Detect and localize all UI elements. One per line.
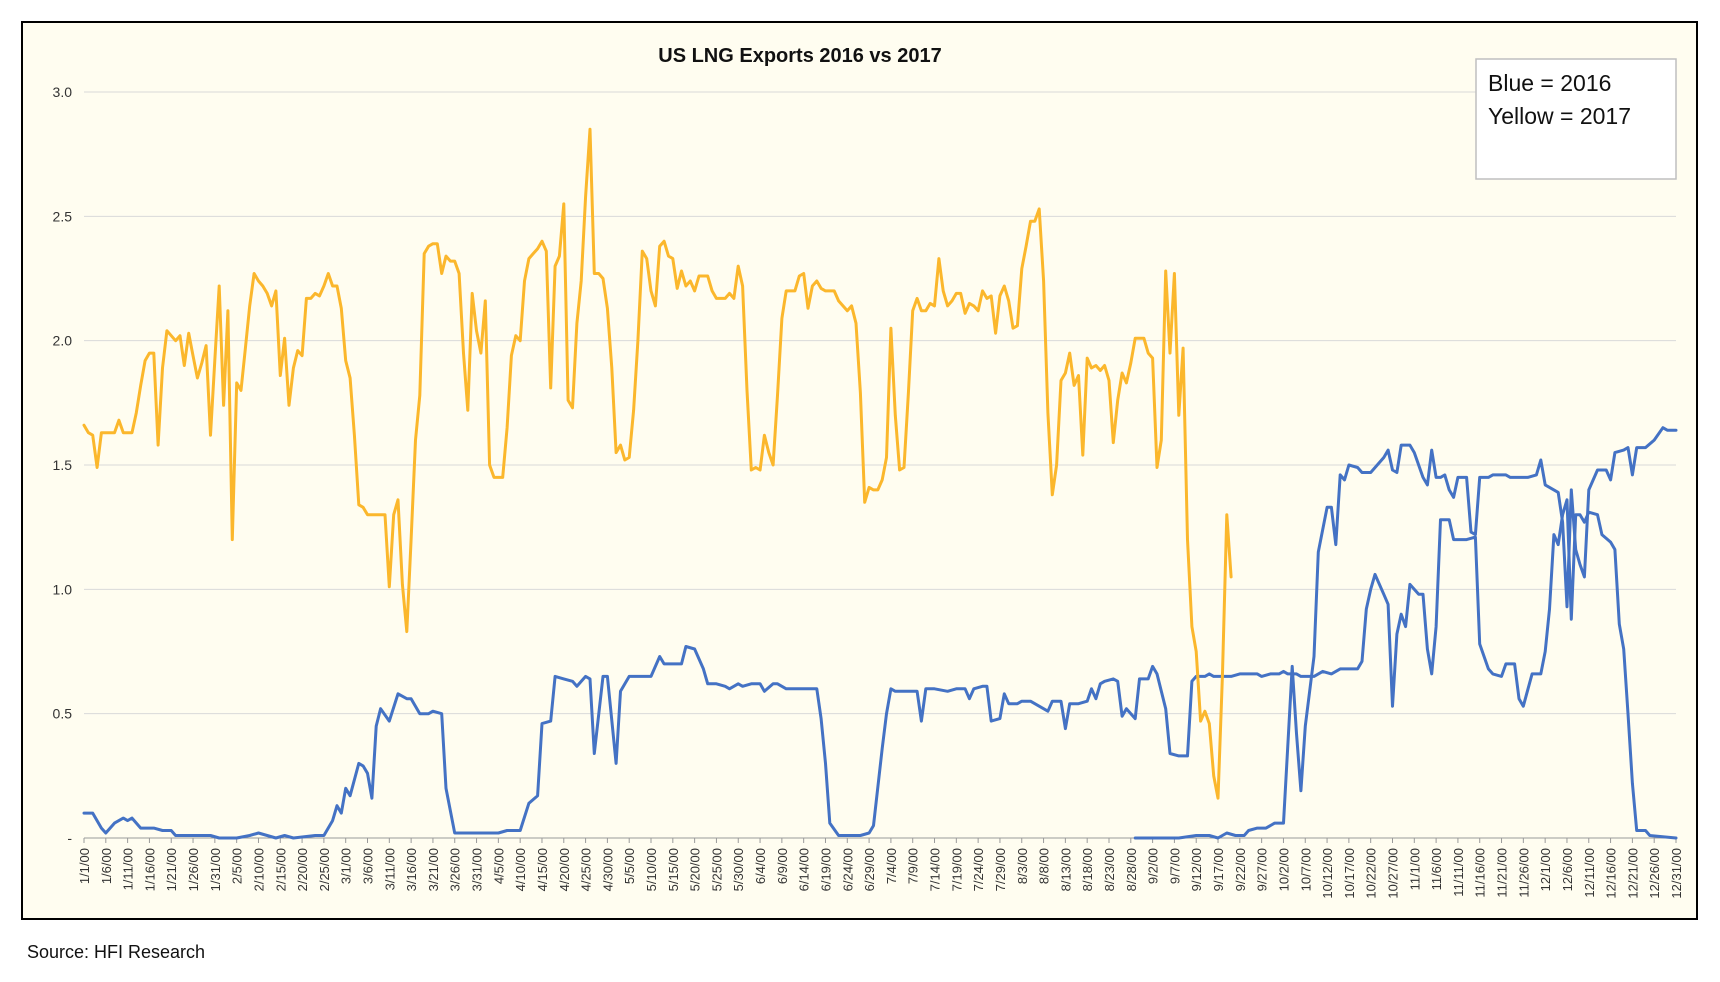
y-tick-label: - bbox=[67, 830, 72, 846]
x-tick-label: 7/29/00 bbox=[993, 848, 1008, 891]
x-tick-label: 1/26/00 bbox=[186, 848, 201, 891]
x-tick-label: 8/3/00 bbox=[1015, 848, 1030, 884]
x-tick-label: 8/13/00 bbox=[1058, 848, 1073, 891]
x-tick-label: 8/18/00 bbox=[1080, 848, 1095, 891]
x-tick-label: 12/6/00 bbox=[1560, 848, 1575, 891]
x-tick-label: 10/2/00 bbox=[1276, 848, 1291, 891]
x-tick-label: 9/2/00 bbox=[1146, 848, 1161, 884]
x-tick-label: 4/30/00 bbox=[600, 848, 615, 891]
y-tick-label: 3.0 bbox=[53, 84, 73, 100]
x-tick-label: 2/5/00 bbox=[230, 848, 245, 884]
x-tick-label: 5/5/00 bbox=[622, 848, 637, 884]
x-tick-label: 12/1/00 bbox=[1538, 848, 1553, 891]
x-tick-label: 11/21/00 bbox=[1495, 848, 1510, 898]
x-tick-label: 11/16/00 bbox=[1473, 848, 1488, 898]
x-tick-label: 7/14/00 bbox=[928, 848, 943, 891]
x-tick-label: 1/6/00 bbox=[99, 848, 114, 884]
chart-title: US LNG Exports 2016 vs 2017 bbox=[658, 45, 941, 67]
series-line-0 bbox=[82, 498, 1678, 840]
x-tick-label: 5/25/00 bbox=[709, 848, 724, 891]
x-tick-label: 6/4/00 bbox=[753, 848, 768, 884]
x-tick-label: 11/11/00 bbox=[1451, 848, 1466, 897]
series-lines bbox=[82, 127, 1678, 840]
x-tick-label: 3/21/00 bbox=[426, 848, 441, 891]
x-tick-label: 12/11/00 bbox=[1582, 848, 1597, 898]
legend: Blue = 2016 Yellow = 2017 bbox=[1475, 58, 1677, 180]
x-tick-label: 8/28/00 bbox=[1124, 848, 1139, 891]
series-line-1 bbox=[1133, 426, 1678, 840]
x-tick-label: 7/19/00 bbox=[949, 848, 964, 891]
x-tick-label: 4/25/00 bbox=[579, 848, 594, 891]
x-tick-label: 10/12/00 bbox=[1320, 848, 1335, 899]
x-tick-label: 6/9/00 bbox=[775, 848, 790, 884]
x-tick-label: 2/20/00 bbox=[295, 848, 310, 891]
x-tick-label: 6/24/00 bbox=[840, 848, 855, 891]
x-tick-label: 1/21/00 bbox=[164, 848, 179, 891]
legend-line-2017: Yellow = 2017 bbox=[1488, 103, 1631, 129]
y-tick-label: 0.5 bbox=[53, 706, 73, 722]
legend-line-2016: Blue = 2016 bbox=[1488, 70, 1611, 96]
x-tick-label: 6/19/00 bbox=[818, 848, 833, 891]
source-note: Source: HFI Research bbox=[27, 942, 206, 962]
x-tick-label: 12/21/00 bbox=[1625, 848, 1640, 899]
x-tick-label: 3/31/00 bbox=[470, 848, 485, 891]
x-tick-label: 9/7/00 bbox=[1167, 848, 1182, 884]
x-tick-label: 2/10/00 bbox=[251, 848, 266, 891]
x-tick-label: 12/16/00 bbox=[1604, 848, 1619, 899]
x-tick-label: 4/15/00 bbox=[535, 848, 550, 891]
x-tick-label: 8/8/00 bbox=[1037, 848, 1052, 884]
x-tick-label: 10/17/00 bbox=[1342, 848, 1357, 899]
x-tick-label: 4/20/00 bbox=[557, 848, 572, 891]
x-tick-label: 7/9/00 bbox=[906, 848, 921, 884]
x-tick-label: 12/26/00 bbox=[1647, 848, 1662, 899]
x-tick-label: 5/30/00 bbox=[731, 848, 746, 891]
x-tick-label: 12/31/00 bbox=[1669, 848, 1684, 899]
x-tick-label: 7/24/00 bbox=[971, 848, 986, 891]
y-tick-label: 2.0 bbox=[53, 333, 73, 349]
y-tick-label: 2.5 bbox=[53, 208, 73, 224]
x-tick-label: 3/26/00 bbox=[448, 848, 463, 891]
x-tick-label: 3/16/00 bbox=[404, 848, 419, 891]
gridlines bbox=[84, 91, 1676, 839]
x-tick-label: 3/6/00 bbox=[361, 848, 376, 884]
x-tick-label: 10/22/00 bbox=[1364, 848, 1379, 899]
x-tick-label: 4/10/00 bbox=[513, 848, 528, 891]
x-tick-label: 9/12/00 bbox=[1189, 848, 1204, 891]
x-tick-label: 6/14/00 bbox=[797, 848, 812, 891]
x-tick-label: 1/1/00 bbox=[77, 848, 92, 884]
x-tick-label: 3/11/00 bbox=[382, 848, 397, 890]
x-axis-ticks: 1/1/00 1/6/00 1/11/00 1/16/00 1/21/00 1/26/00… bbox=[77, 838, 1684, 899]
y-tick-label: 1.5 bbox=[53, 457, 73, 473]
y-tick-label: 1.0 bbox=[53, 581, 73, 597]
x-tick-label: 10/7/00 bbox=[1298, 848, 1313, 891]
x-tick-label: 11/1/00 bbox=[1407, 848, 1422, 890]
x-tick-label: 9/17/00 bbox=[1211, 848, 1226, 891]
x-tick-label: 2/25/00 bbox=[317, 848, 332, 891]
x-tick-label: 7/4/00 bbox=[884, 848, 899, 884]
x-tick-label: 6/29/00 bbox=[862, 848, 877, 891]
x-tick-label: 1/16/00 bbox=[142, 848, 157, 891]
x-tick-label: 4/5/00 bbox=[491, 848, 506, 884]
x-tick-label: 11/26/00 bbox=[1516, 848, 1531, 898]
x-tick-label: 3/1/00 bbox=[339, 848, 354, 884]
x-tick-label: 2/15/00 bbox=[273, 848, 288, 891]
x-tick-label: 5/20/00 bbox=[688, 848, 703, 891]
x-tick-label: 10/27/00 bbox=[1385, 848, 1400, 899]
chart-frame bbox=[21, 21, 1698, 920]
x-tick-label: 5/15/00 bbox=[666, 848, 681, 891]
x-tick-label: 11/6/00 bbox=[1429, 848, 1444, 890]
x-tick-label: 9/27/00 bbox=[1255, 848, 1270, 891]
x-tick-label: 1/31/00 bbox=[208, 848, 223, 891]
series-line-2 bbox=[82, 127, 1233, 800]
x-tick-label: 5/10/00 bbox=[644, 848, 659, 891]
x-tick-label: 8/23/00 bbox=[1102, 848, 1117, 891]
x-tick-label: 1/11/00 bbox=[121, 848, 136, 890]
x-tick-label: 9/22/00 bbox=[1233, 848, 1248, 891]
y-axis-ticks: - 0.5 1.0 1.5 2.0 2.5 3.0 bbox=[53, 84, 73, 846]
